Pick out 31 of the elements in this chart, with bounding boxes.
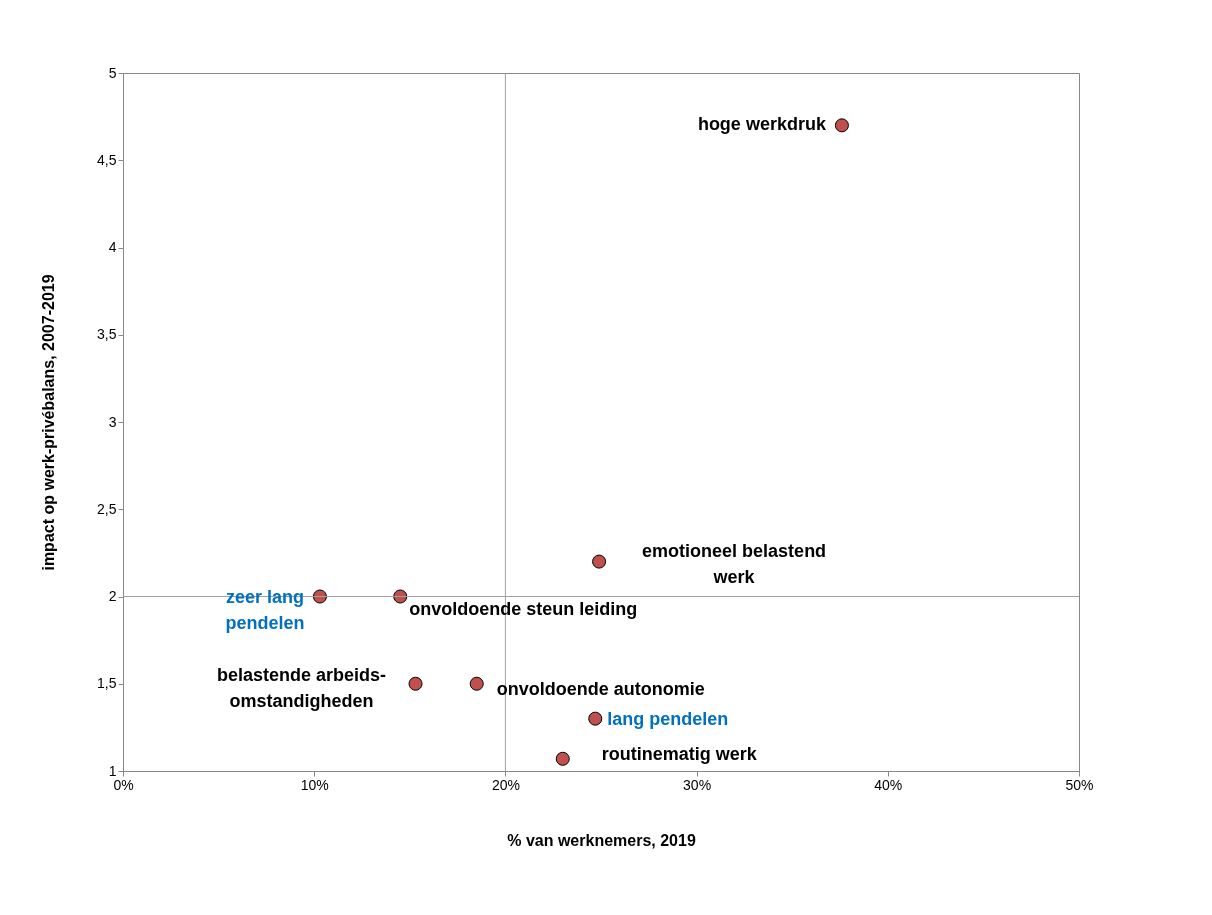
x-tick-label: 20% [491, 776, 520, 793]
y-axis-title: impact op werk-privébalans, 2007-2019 [40, 274, 58, 571]
y-tick-label: 1,5 [97, 675, 117, 692]
point [555, 751, 570, 766]
y-tick-label: 5 [108, 64, 117, 81]
annotation: emotioneel belastend werk [642, 540, 827, 587]
x-tick-label: 30% [683, 776, 712, 793]
x-tick-label: 10% [300, 776, 329, 793]
point [469, 676, 484, 691]
x-tick-label: 40% [874, 776, 903, 793]
annotation: zeer lang pendelen [225, 586, 305, 633]
annotation: onvoldoende autonomie [496, 678, 705, 699]
y-tick-label: 2 [108, 588, 117, 604]
annotation: onvoldoende steun leiding [409, 598, 638, 619]
y-tick-label: 3 [108, 413, 117, 430]
annotation: routinematig werk [601, 743, 758, 764]
point [408, 676, 423, 691]
annotation: lang pendelen [607, 708, 729, 729]
y-tick-label: 4 [108, 239, 117, 255]
y-tick-label: 3,5 [97, 326, 117, 343]
annotation: hoge werkdruk [697, 114, 827, 135]
x-tick-label: 0% [113, 776, 134, 793]
annotation: belastende arbeids- omstandigheden [217, 664, 387, 711]
point [834, 118, 849, 133]
x-tick-label: 50% [1065, 776, 1094, 793]
y-tick-label: 1 [108, 762, 117, 779]
y-tick-label: 4,5 [97, 151, 117, 168]
x-axis-title: % van werknemers, 2019 [507, 831, 696, 849]
point [592, 554, 607, 569]
y-tick-label: 2,5 [97, 500, 117, 517]
point [588, 711, 603, 726]
